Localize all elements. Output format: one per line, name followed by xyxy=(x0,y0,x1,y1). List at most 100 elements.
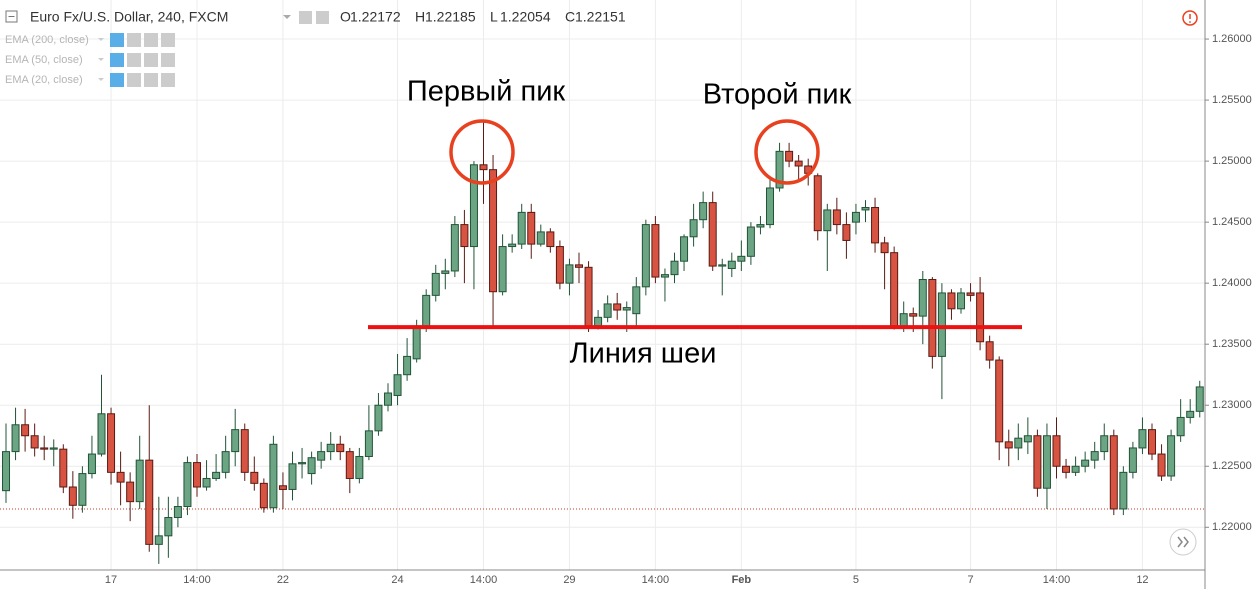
candle-body xyxy=(68,486,77,506)
candle-body xyxy=(718,264,727,267)
settings-button[interactable] xyxy=(316,11,329,24)
first-peak-label: Первый пик xyxy=(407,76,566,108)
candle-body xyxy=(202,477,211,488)
indicator-button[interactable] xyxy=(161,33,175,47)
x-tick-label: 14:00 xyxy=(470,574,498,586)
second-peak-label: Второй пик xyxy=(703,79,852,111)
candle-body xyxy=(527,211,536,245)
ohlc-legend: O 1.22172 H 1.22185 L 1.22054 C 1.22151 xyxy=(340,9,626,25)
candle-body xyxy=(173,506,182,519)
candle-body xyxy=(995,359,1004,443)
candle-body xyxy=(97,413,106,455)
dropdown-arrow[interactable] xyxy=(283,15,291,19)
candle-body xyxy=(1014,437,1023,449)
candle-body xyxy=(957,292,965,310)
candle-body xyxy=(1128,447,1137,473)
candle-body xyxy=(785,150,794,162)
candle-body xyxy=(431,272,440,296)
candle-body xyxy=(40,447,49,450)
candle-body xyxy=(603,303,612,318)
grid xyxy=(0,0,1205,570)
ohlc-value: 1.22172 xyxy=(350,9,401,25)
candle-body xyxy=(823,209,832,232)
indicator-button[interactable] xyxy=(110,53,124,67)
candle-body xyxy=(393,374,402,396)
candle-body xyxy=(899,313,908,327)
candle-body xyxy=(727,260,736,270)
x-tick-label: 7 xyxy=(967,574,973,586)
candle-body xyxy=(240,429,249,473)
indicator-button[interactable] xyxy=(144,73,158,87)
candle-body xyxy=(336,443,345,453)
indicator-name: EMA (50, close) xyxy=(5,54,83,66)
candle-body xyxy=(221,451,230,473)
candle-body xyxy=(1062,465,1071,473)
candle-body xyxy=(2,451,10,492)
candle-body xyxy=(135,459,144,503)
indicator-button[interactable] xyxy=(161,73,175,87)
ohlc-label: O xyxy=(340,9,351,25)
indicator-button[interactable] xyxy=(144,53,158,67)
candle-body xyxy=(298,462,307,465)
y-tick-label: 1.24500 xyxy=(1212,216,1252,228)
candle-body xyxy=(680,236,689,262)
symbol-title: Euro Fx/U.S. Dollar, 240, FXCM xyxy=(30,9,228,25)
candle-body xyxy=(689,219,698,238)
candle-body xyxy=(498,246,507,293)
candle-body xyxy=(546,231,555,248)
indicator-name: EMA (200, close) xyxy=(5,34,89,46)
candle-body xyxy=(469,164,478,248)
candle-body xyxy=(345,451,354,479)
collapse-icon[interactable] xyxy=(5,10,18,23)
y-tick-label: 1.22500 xyxy=(1212,460,1252,472)
neckline-label: Линия шеи xyxy=(570,338,717,370)
candle-body xyxy=(909,313,918,317)
indicator-name: EMA (20, close) xyxy=(5,74,83,86)
x-tick-label: 14:00 xyxy=(1043,574,1071,586)
candle-body xyxy=(145,459,154,545)
candle-body xyxy=(641,224,650,288)
candle-body xyxy=(59,448,68,488)
y-tick-label: 1.25000 xyxy=(1212,155,1252,167)
indicator-button[interactable] xyxy=(127,53,141,67)
candle-body xyxy=(536,231,545,245)
x-tick-label: 29 xyxy=(563,574,575,586)
candle-body xyxy=(422,294,431,327)
eye-button[interactable] xyxy=(299,11,312,24)
candle-body xyxy=(517,211,526,245)
alert-icon[interactable] xyxy=(1182,10,1198,26)
indicator-button[interactable] xyxy=(110,33,124,47)
candle-body xyxy=(756,224,765,228)
indicator-button[interactable] xyxy=(127,73,141,87)
ohlc-label: H xyxy=(415,9,425,25)
candle-body xyxy=(374,404,383,432)
indicator-dropdown[interactable] xyxy=(98,78,104,81)
candle-body xyxy=(565,264,574,284)
indicator-button[interactable] xyxy=(144,33,158,47)
candle-body xyxy=(403,355,412,376)
y-tick-label: 1.22000 xyxy=(1212,521,1252,533)
x-tick-label: 24 xyxy=(391,574,403,586)
candle-body xyxy=(861,206,870,211)
candle-body xyxy=(183,462,192,508)
candle-body xyxy=(326,443,335,453)
candle-body xyxy=(87,453,96,475)
indicator-button[interactable] xyxy=(127,33,141,47)
candle-body xyxy=(278,485,287,490)
candle-body xyxy=(699,202,708,221)
indicator-button[interactable] xyxy=(110,73,124,87)
candle-body xyxy=(231,429,240,453)
x-tick-label: 5 xyxy=(853,574,859,586)
y-tick-label: 1.24000 xyxy=(1212,277,1252,289)
candle-body xyxy=(21,424,30,437)
candle-body xyxy=(890,252,899,327)
candle-body xyxy=(594,316,603,327)
candle-body xyxy=(842,224,851,241)
scroll-button[interactable] xyxy=(1169,528,1197,556)
candle-body xyxy=(1176,416,1185,437)
indicator-dropdown[interactable] xyxy=(98,38,104,41)
candle-body xyxy=(660,274,669,278)
indicator-dropdown[interactable] xyxy=(98,58,104,61)
indicator-button[interactable] xyxy=(161,53,175,67)
candle-body xyxy=(1148,429,1156,455)
